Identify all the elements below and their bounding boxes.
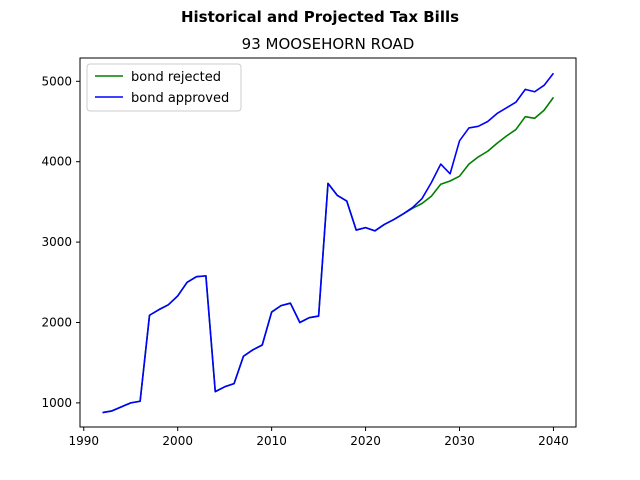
chart-subtitle: 93 MOOSEHORN ROAD <box>242 35 415 53</box>
y-tick-label-3: 4000 <box>41 155 72 169</box>
x-tick-label-4: 2030 <box>444 434 475 448</box>
legend-label-0: bond rejected <box>131 70 221 85</box>
legend: bond rejected bond approved <box>86 63 242 112</box>
y-tick-label-2: 3000 <box>41 235 72 249</box>
legend-label-1: bond approved <box>131 91 229 106</box>
x-tick-label-2: 2010 <box>256 434 287 448</box>
plot-lines <box>102 72 555 414</box>
x-axis: 1990 2000 2010 2020 2030 2040 <box>68 427 569 448</box>
chart-title: Historical and Projected Tax Bills <box>181 8 459 26</box>
y-tick-label-1: 2000 <box>41 315 72 329</box>
series-line-0 <box>102 96 555 414</box>
y-axis: 1000 2000 3000 4000 5000 <box>41 74 80 410</box>
series-line-1 <box>102 72 555 414</box>
y-tick-label-0: 1000 <box>41 396 72 410</box>
plot-frame <box>79 57 577 428</box>
x-tick-label-1: 2000 <box>162 434 193 448</box>
x-tick-label-5: 2040 <box>538 434 569 448</box>
x-tick-label-0: 1990 <box>68 434 99 448</box>
x-tick-label-3: 2020 <box>350 434 381 448</box>
legend-box <box>86 63 242 112</box>
y-tick-label-4: 5000 <box>41 74 72 88</box>
